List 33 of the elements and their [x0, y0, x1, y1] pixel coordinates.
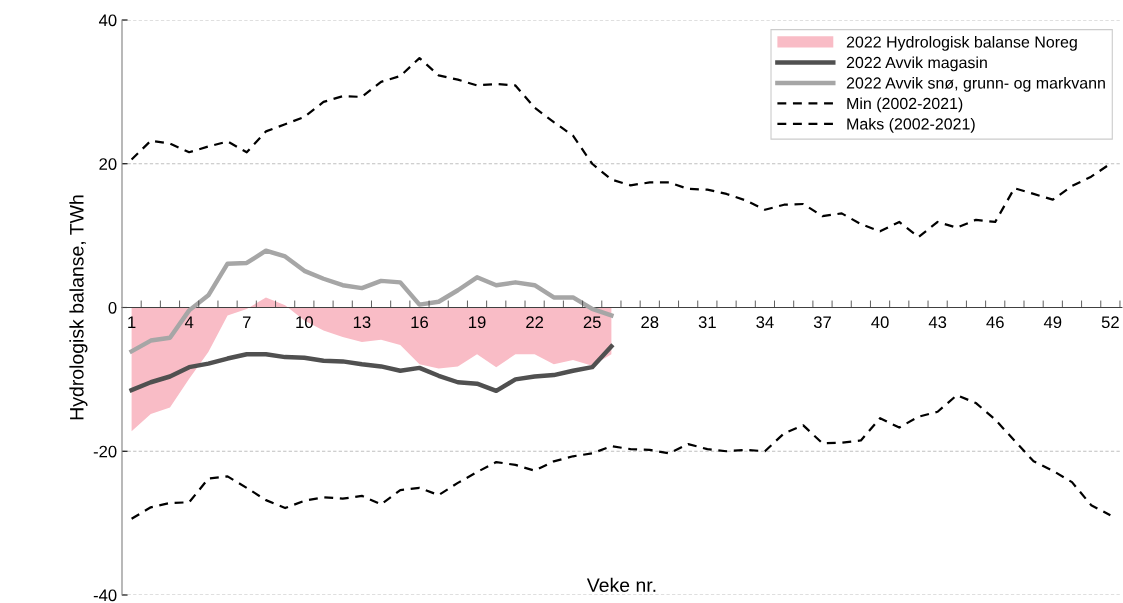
- x-tick-label: 4: [184, 316, 194, 328]
- y-axis-title: Hydrologisk balanse, TWh: [69, 195, 88, 420]
- x-tick-label: 22: [526, 316, 544, 328]
- y-tick-label: -20: [93, 445, 117, 458]
- x-tick-label: 46: [986, 316, 1004, 329]
- x-tick-label: 13: [353, 316, 371, 329]
- x-tick-label: 19: [469, 316, 486, 329]
- legend-label: 2022 Hydrologisk balanse Noreg: [846, 35, 1077, 51]
- legend-label: 2022 Avvik magasin: [846, 56, 987, 72]
- line-series: [130, 394, 1112, 520]
- x-tick-label: 28: [641, 316, 659, 329]
- x-tick-label: 34: [756, 316, 774, 329]
- x-tick-label: 52: [1101, 316, 1119, 329]
- x-tick-label: 37: [813, 316, 831, 329]
- y-tick-label: -40: [93, 589, 117, 602]
- x-tick-label: 7: [242, 316, 251, 328]
- x-tick-label: 25: [583, 316, 601, 329]
- x-tick-label: 10: [296, 316, 313, 329]
- x-tick-label: 31: [698, 316, 716, 329]
- y-tick-label: 40: [98, 14, 117, 27]
- x-tick-label: 16: [411, 316, 429, 329]
- x-tick-label: 40: [871, 316, 889, 329]
- legend-label: Maks (2002-2021): [847, 117, 975, 133]
- x-tick-label: 1: [128, 316, 136, 328]
- y-tick-label: 20: [99, 158, 117, 170]
- legend-label: 2022 Avvik snø, grunn- og markvann: [846, 76, 1105, 92]
- x-tick-label: 43: [928, 316, 947, 329]
- line-series: [129, 344, 614, 394]
- x-tick-label: 49: [1043, 316, 1062, 329]
- legend-label: Min (2002-2021): [847, 97, 963, 113]
- line-series: [129, 248, 614, 354]
- y-tick-label: 0: [108, 301, 117, 314]
- x-axis-title: Veke nr.: [586, 577, 656, 593]
